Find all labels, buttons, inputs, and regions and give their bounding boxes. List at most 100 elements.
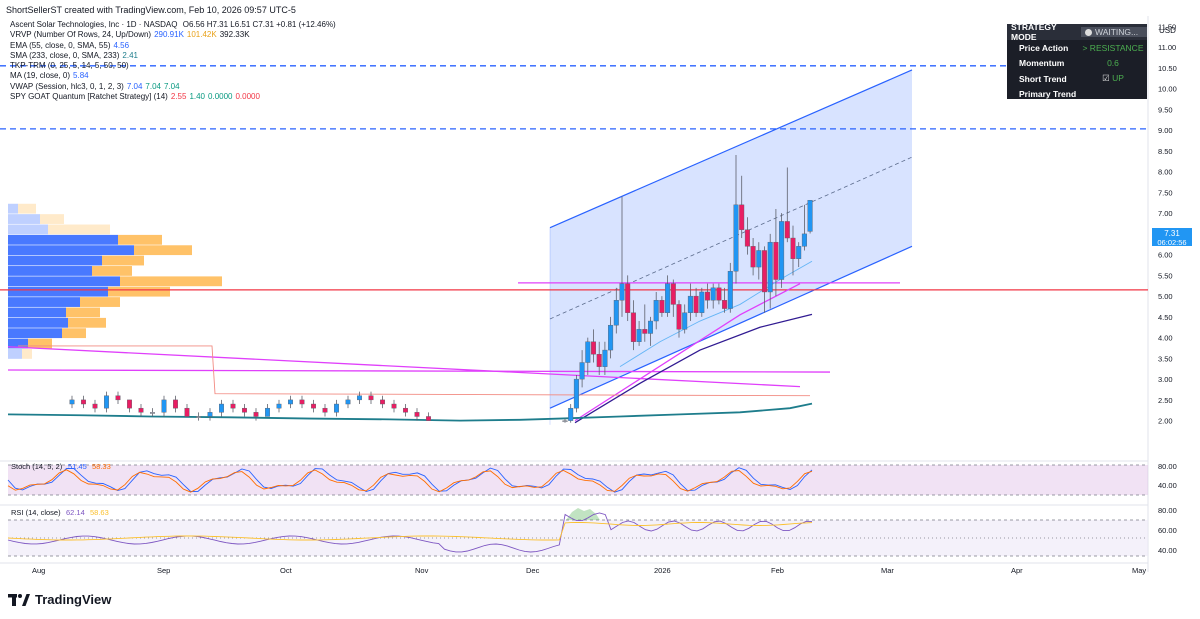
price-tick: 4.50 [1158, 313, 1173, 322]
price-tick: 3.00 [1158, 375, 1173, 384]
candle-body [602, 349, 608, 367]
candle-body [242, 407, 247, 413]
candle-body [579, 362, 585, 380]
candle-body [750, 246, 756, 268]
candle-body [288, 399, 293, 405]
strategy-rows: Price Action > RESISTANCE Momentum 0.6 Short… [1007, 40, 1147, 99]
regression-channel[interactable] [549, 69, 913, 425]
candle-body [426, 416, 431, 421]
candle-body [613, 300, 619, 326]
strategy-row-value: 0.6 [1079, 58, 1147, 68]
stoch-d-value: 58.33 [92, 462, 111, 471]
indicator-row[interactable]: EMA (55, close, 0, SMA, 55) 4.56 [10, 41, 336, 51]
price-tick: 2.50 [1158, 396, 1173, 405]
candle-body [705, 291, 711, 301]
vp-up-bar [8, 338, 28, 349]
indicator-label: SMA (233, close, 0, SMA, 233) [10, 50, 120, 60]
candle-body [687, 295, 693, 313]
candle-body [665, 283, 671, 313]
stoch-d-line [7, 469, 813, 493]
price-tick: 6.00 [1158, 251, 1173, 260]
candle-body [619, 283, 625, 301]
chart-header: ShortSellerST created with TradingView.c… [6, 5, 296, 15]
price-tick: 2.00 [1158, 417, 1173, 426]
candle-body [150, 412, 155, 414]
indicator-row[interactable]: MA (19, close, 0) 5.84 [10, 71, 336, 81]
indicator-row[interactable]: SMA (233, close, 0, SMA, 233) 2.41 [10, 51, 336, 61]
candle-body [184, 407, 190, 417]
channel-upper-line[interactable] [549, 69, 913, 229]
checkbox-icon: ☑ [1102, 73, 1113, 84]
oscillator-tick: 40.00 [1158, 481, 1177, 490]
channel-mid-line [549, 156, 913, 320]
strategy-row: Price Action > RESISTANCE [1007, 40, 1147, 56]
ohlc-values: O6.56 H7.31 L6.51 C7.31 +0.81 (+12.46%) [182, 20, 336, 29]
candle-body [391, 403, 397, 409]
horizontal-levels[interactable] [0, 65, 1148, 291]
indicator-row[interactable]: VRVP (Number Of Rows, 24, Up/Down) 290.91… [10, 30, 336, 40]
strategy-row: Short Trend ☑ UP [1007, 71, 1147, 87]
vp-down-bar [66, 307, 100, 318]
price-tick: 11.00 [1158, 43, 1176, 52]
vp-up-bar [8, 349, 22, 359]
candle-body [591, 341, 597, 355]
candle-body [710, 287, 716, 301]
indicator-value: 1.40 [189, 92, 206, 102]
candle-body [219, 403, 224, 413]
price-tick: 8.50 [1158, 147, 1173, 156]
ratchet-stop-line [18, 345, 811, 397]
candle-body [796, 246, 802, 259]
tradingview-logo[interactable]: TradingView [8, 592, 111, 607]
symbol-row[interactable]: Ascent Solar Technologies, Inc · 1D · NA… [10, 20, 336, 30]
strategy-row-label: Momentum [1019, 58, 1065, 69]
time-tick: Mar [881, 566, 894, 575]
vp-up-bar [8, 224, 48, 235]
magenta-trendline-3 [574, 283, 801, 422]
candle-body [642, 329, 648, 334]
last-price-tag: 7.31 06:02:56 [1152, 228, 1192, 247]
indicator-row[interactable]: SPY GOAT Quantum [Ratchet Strategy] (14)… [10, 92, 336, 102]
ma-19-line [619, 260, 813, 368]
oscillator-tick: 40.00 [1158, 546, 1177, 555]
vp-up-bar [8, 245, 134, 256]
candle-body [636, 329, 642, 342]
indicator-value: 7.04 [163, 81, 180, 91]
candle-body [722, 300, 728, 309]
brand-name: TradingView [35, 592, 112, 607]
vp-down-bar [48, 224, 110, 235]
strategy-row-value-text: 0.6 [1107, 58, 1119, 69]
indicator-row[interactable]: VWAP (Session, hlc3, 0, 1, 2, 3) 7.04 7.04… [10, 82, 336, 92]
last-price: 7.31 [1164, 229, 1180, 238]
strategy-row: Primary Trend [1007, 87, 1147, 99]
price-tick: 10.50 [1158, 64, 1177, 73]
indicator-row[interactable]: TKP-TRM (0, 25, 5, 14, 5, 50, 50) [10, 61, 336, 71]
vp-down-bar [18, 203, 36, 214]
time-axis[interactable]: Aug Sep Oct Nov Dec 2026 Feb Mar Apr May [32, 566, 1146, 575]
oscillator-tick: 60.00 [1158, 526, 1177, 535]
magenta-trendline-2 [7, 369, 831, 373]
time-tick: Sep [157, 566, 170, 575]
candle-body [568, 407, 574, 421]
candle-body [138, 407, 144, 413]
time-tick: Feb [771, 566, 784, 575]
candle-body [311, 403, 316, 409]
candle-body [104, 395, 109, 409]
candle-body [299, 399, 305, 405]
candle-body [357, 395, 362, 401]
oscillator-axis: 80.00 40.00 80.00 60.00 40.00 Stoch (14, 5, 2… [11, 462, 1177, 555]
candle-body [659, 300, 665, 313]
candle-body [115, 395, 121, 401]
rsi-overbought-fill [566, 508, 600, 520]
price-tick: 8.00 [1158, 168, 1173, 177]
price-tick: 3.50 [1158, 354, 1173, 363]
vp-down-bar [102, 255, 144, 266]
vp-down-bar [120, 276, 222, 287]
price-axis[interactable]: 11.50 11.00 10.50 10.00 9.50 9.00 8.50 8.00 7.50… [1158, 22, 1177, 425]
channel-lower-line[interactable] [549, 245, 913, 409]
vp-up-bar [8, 297, 80, 307]
candle-body [173, 399, 178, 409]
strategy-status: WAITING... [1095, 27, 1139, 37]
indicator-label: TKP-TRM (0, 25, 5, 14, 5, 50, 50) [10, 61, 129, 71]
candle-body [608, 324, 614, 351]
